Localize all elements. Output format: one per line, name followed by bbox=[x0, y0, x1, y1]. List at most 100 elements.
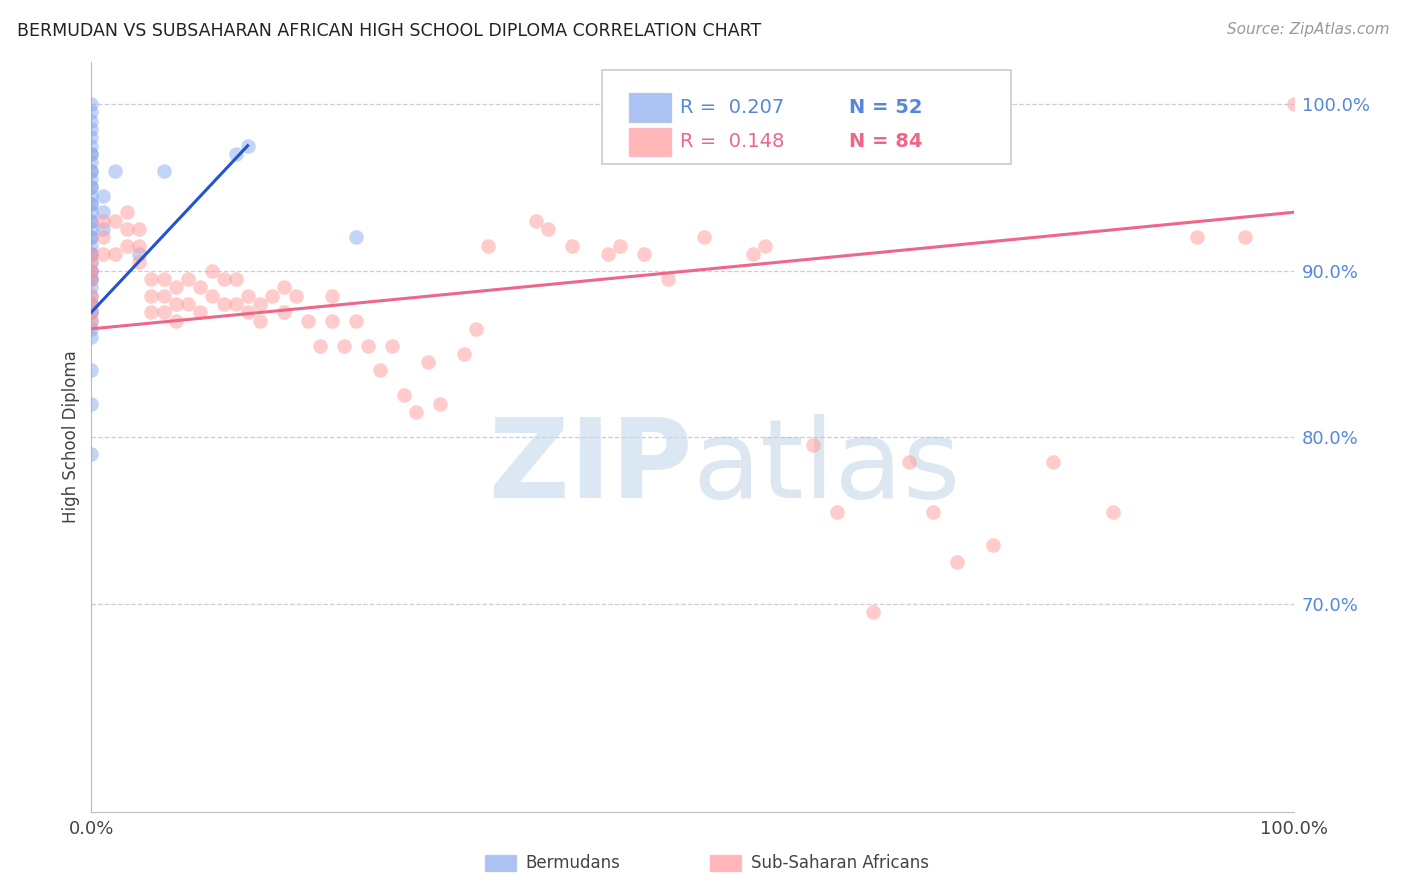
Point bbox=[93, 213, 115, 227]
Point bbox=[561, 238, 583, 252]
Point bbox=[321, 288, 343, 302]
Text: Bermudans: Bermudans bbox=[526, 854, 620, 871]
FancyBboxPatch shape bbox=[602, 70, 1011, 163]
Point bbox=[141, 288, 163, 302]
Point bbox=[249, 297, 271, 311]
Point bbox=[80, 97, 103, 112]
Point bbox=[80, 147, 103, 161]
Point bbox=[80, 180, 103, 194]
Point bbox=[308, 338, 330, 352]
Point bbox=[80, 297, 103, 311]
Point bbox=[212, 297, 235, 311]
Point bbox=[80, 213, 103, 227]
Point bbox=[80, 147, 103, 161]
Point bbox=[188, 280, 211, 294]
Point bbox=[93, 188, 115, 202]
Point bbox=[225, 297, 247, 311]
Point bbox=[104, 213, 127, 227]
Text: R =  0.148: R = 0.148 bbox=[681, 132, 785, 152]
Point bbox=[152, 288, 174, 302]
Point bbox=[297, 313, 319, 327]
Point bbox=[80, 197, 103, 211]
Point bbox=[416, 355, 439, 369]
Point bbox=[862, 605, 884, 619]
Point bbox=[1102, 505, 1125, 519]
Point bbox=[236, 288, 259, 302]
Point bbox=[225, 272, 247, 286]
Point bbox=[609, 238, 631, 252]
Point bbox=[141, 272, 163, 286]
Point bbox=[80, 222, 103, 236]
Point bbox=[80, 272, 103, 286]
Point bbox=[741, 247, 763, 261]
Point bbox=[236, 138, 259, 153]
Point bbox=[453, 347, 475, 361]
Point bbox=[598, 247, 620, 261]
Point bbox=[80, 238, 103, 252]
Point bbox=[80, 230, 103, 244]
Bar bbox=[628, 128, 671, 156]
Point bbox=[80, 138, 103, 153]
Point bbox=[80, 247, 103, 261]
Y-axis label: High School Diploma: High School Diploma bbox=[62, 351, 80, 524]
Point bbox=[128, 238, 150, 252]
Point bbox=[80, 272, 103, 286]
Text: R =  0.207: R = 0.207 bbox=[681, 98, 785, 117]
Point bbox=[80, 263, 103, 277]
Text: atlas: atlas bbox=[692, 414, 960, 521]
Point bbox=[80, 163, 103, 178]
Point bbox=[80, 297, 103, 311]
Point bbox=[152, 305, 174, 319]
Point bbox=[117, 238, 139, 252]
Point bbox=[80, 272, 103, 286]
Point bbox=[405, 405, 427, 419]
Point bbox=[165, 280, 187, 294]
Point bbox=[344, 313, 367, 327]
Point bbox=[693, 230, 716, 244]
Point bbox=[946, 555, 969, 569]
Point bbox=[80, 305, 103, 319]
Point bbox=[321, 313, 343, 327]
Point bbox=[128, 255, 150, 269]
Point bbox=[80, 263, 103, 277]
Text: N = 52: N = 52 bbox=[849, 98, 922, 117]
Text: ZIP: ZIP bbox=[489, 414, 692, 521]
Point bbox=[236, 305, 259, 319]
Point bbox=[80, 247, 103, 261]
Point bbox=[80, 322, 103, 336]
Point bbox=[80, 280, 103, 294]
Point bbox=[93, 222, 115, 236]
Point bbox=[897, 455, 920, 469]
Point bbox=[80, 297, 103, 311]
Text: Sub-Saharan Africans: Sub-Saharan Africans bbox=[751, 854, 929, 871]
Point bbox=[201, 288, 224, 302]
Point bbox=[524, 213, 547, 227]
Point bbox=[80, 105, 103, 120]
Point bbox=[657, 272, 679, 286]
Point bbox=[80, 213, 103, 227]
Point bbox=[176, 272, 198, 286]
Point bbox=[1282, 97, 1305, 112]
Point bbox=[80, 330, 103, 344]
Point bbox=[80, 288, 103, 302]
Point bbox=[225, 147, 247, 161]
Point bbox=[825, 505, 848, 519]
Point bbox=[104, 247, 127, 261]
Point bbox=[537, 222, 560, 236]
Point bbox=[260, 288, 283, 302]
Point bbox=[80, 113, 103, 128]
Text: Source: ZipAtlas.com: Source: ZipAtlas.com bbox=[1226, 22, 1389, 37]
Point bbox=[165, 313, 187, 327]
Point bbox=[633, 247, 655, 261]
Point bbox=[128, 247, 150, 261]
Point bbox=[273, 305, 295, 319]
Point bbox=[80, 313, 103, 327]
Point bbox=[80, 305, 103, 319]
Point bbox=[922, 505, 945, 519]
Point bbox=[128, 222, 150, 236]
Point bbox=[1187, 230, 1209, 244]
Text: N = 84: N = 84 bbox=[849, 132, 922, 152]
Point bbox=[1042, 455, 1064, 469]
Text: BERMUDAN VS SUBSAHARAN AFRICAN HIGH SCHOOL DIPLOMA CORRELATION CHART: BERMUDAN VS SUBSAHARAN AFRICAN HIGH SCHO… bbox=[17, 22, 761, 40]
Point bbox=[344, 230, 367, 244]
